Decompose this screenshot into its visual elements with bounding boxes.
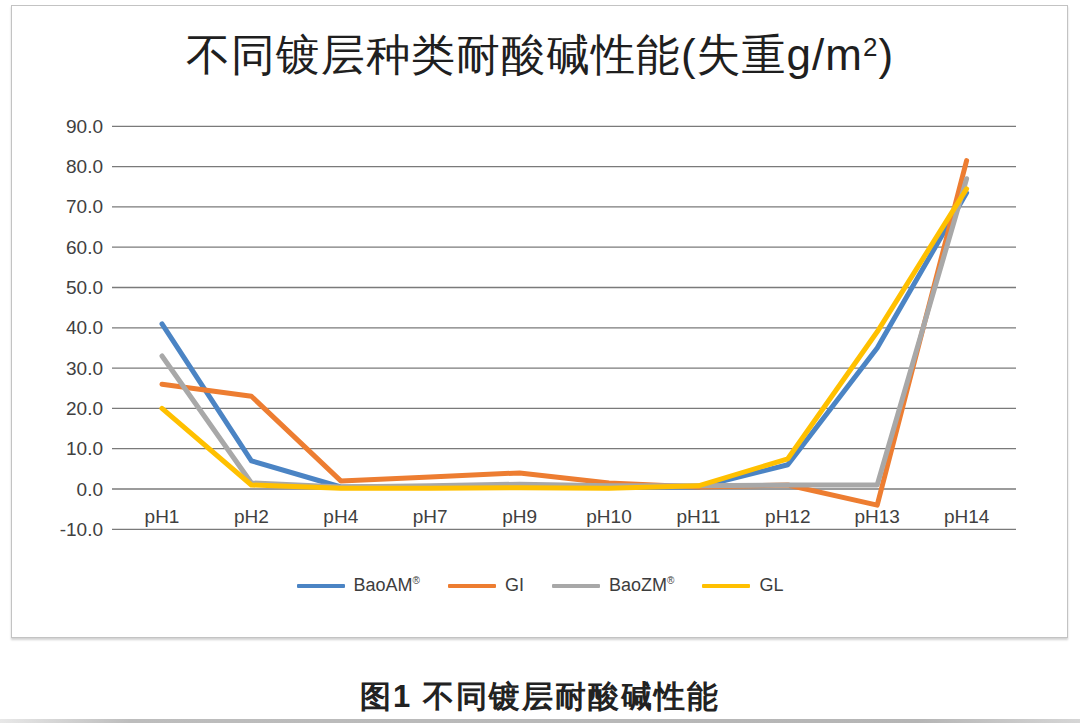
x-axis-tick-label: pH9 <box>502 506 537 527</box>
y-axis-tick-label: 40.0 <box>66 317 103 338</box>
y-axis-tick-label: 30.0 <box>66 358 103 379</box>
legend-label: BaoZM® <box>609 575 674 596</box>
legend-item-gi: GI <box>448 575 524 596</box>
legend-label: GL <box>759 575 783 596</box>
x-axis-tick-label: pH12 <box>765 506 810 527</box>
figure-caption: 图1 不同镀层耐酸碱性能 <box>0 676 1080 718</box>
series-line-gl <box>162 189 967 488</box>
y-axis-tick-label: 70.0 <box>66 196 103 217</box>
chart-legend: BaoAM® GI BaoZM® GL <box>0 575 1080 596</box>
x-axis-tick-label: pH7 <box>413 506 448 527</box>
x-axis-tick-label: pH10 <box>586 506 631 527</box>
legend-label: GI <box>505 575 524 596</box>
y-axis-tick-label: 80.0 <box>66 156 103 177</box>
x-axis-tick-label: pH2 <box>234 506 269 527</box>
line-chart-plot-area: 90.0 80.0 70.0 60.0 50.0 40.0 30.0 20.0 10.0 0.0 -… <box>0 0 1080 723</box>
legend-swatch-baoam <box>297 584 345 588</box>
page: 不同镀层种类耐酸碱性能(失重g/m2) 90.080.070.060.050.0… <box>0 0 1080 723</box>
legend-item-baoam: BaoAM® <box>297 575 420 596</box>
y-axis-tick-label: 0.0 <box>77 479 103 500</box>
x-axis-tick-label: pH13 <box>854 506 899 527</box>
legend-label: BaoAM® <box>354 575 420 596</box>
legend-item-gl: GL <box>702 575 783 596</box>
series-line-baozm <box>162 179 967 487</box>
y-axis-tick-label: 60.0 <box>66 237 103 258</box>
series-line-gi <box>162 161 967 506</box>
legend-swatch-baozm <box>552 584 600 588</box>
x-axis-tick-label: pH11 <box>676 506 720 527</box>
bottom-divider <box>0 719 1080 723</box>
x-axis-tick-label: pH4 <box>323 506 358 527</box>
x-axis-tick-label: pH14 <box>944 506 990 527</box>
series-line-baoam <box>162 193 967 487</box>
y-axis-tick-label: 10.0 <box>66 438 103 459</box>
legend-swatch-gl <box>702 584 750 588</box>
y-axis-tick-label: -10.0 <box>60 519 103 540</box>
x-axis-tick-label: pH1 <box>145 506 180 527</box>
y-axis-tick-label: 50.0 <box>66 277 103 298</box>
y-axis-tick-label: 20.0 <box>66 398 103 419</box>
legend-item-baozm: BaoZM® <box>552 575 674 596</box>
legend-swatch-gi <box>448 584 496 588</box>
y-axis-tick-label: 90.0 <box>66 116 103 137</box>
